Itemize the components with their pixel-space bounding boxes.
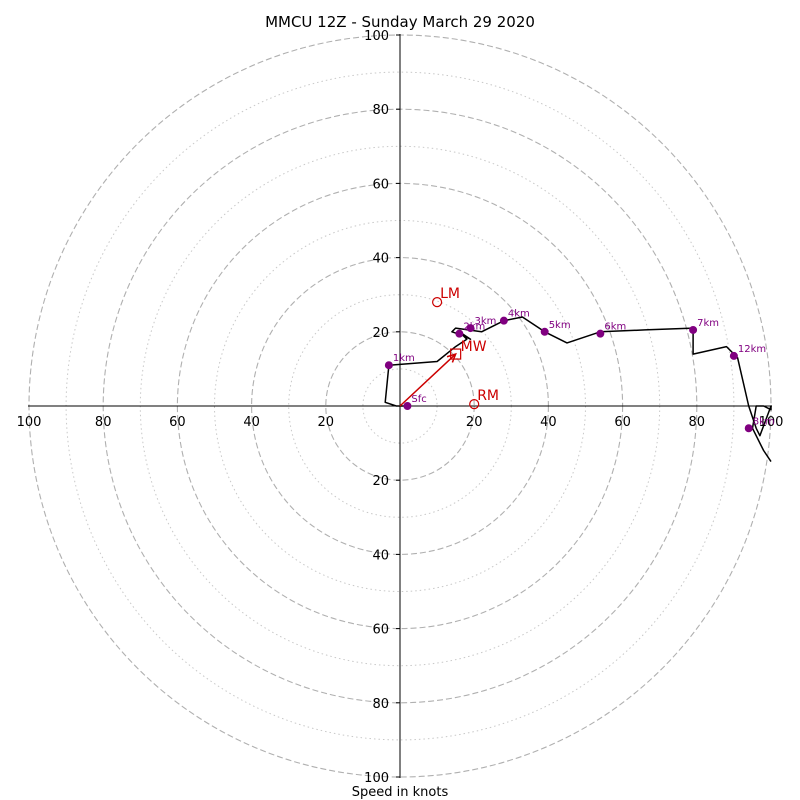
left-mover-marker — [432, 297, 443, 308]
hodograph-line — [384, 316, 772, 463]
x-tick-label: 40 — [243, 415, 260, 430]
x-tick-label: 100 — [17, 415, 42, 430]
y-tick-label: 100 — [364, 29, 389, 44]
storm-motion-vector — [399, 353, 457, 407]
right-mover-label: RM — [477, 388, 499, 404]
x-tick-label: 60 — [169, 415, 186, 430]
height-marker-label: 7km — [697, 318, 719, 329]
x-tick-label: 80 — [95, 415, 112, 430]
height-marker-dot — [729, 351, 738, 360]
y-tick-labels: 100 80 60 40 20 20 40 60 80 100 — [364, 29, 400, 786]
height-markers: Sfc1km2km3km4km5km6km7km8km12km — [384, 309, 775, 433]
mean-wind-marker — [450, 348, 462, 360]
height-marker-dot — [596, 329, 605, 338]
x-tick-label: 20 — [466, 415, 483, 430]
height-marker-label: 8km — [753, 416, 775, 427]
y-tick-label: 80 — [372, 103, 389, 118]
y-tick-label: 100 — [364, 771, 389, 786]
x-tick-label: 60 — [614, 415, 631, 430]
height-marker-dot — [499, 316, 508, 325]
height-marker-dot — [540, 327, 549, 336]
height-marker-label: 6km — [604, 322, 626, 333]
height-marker-label: 1km — [393, 353, 415, 364]
height-marker-dot — [384, 361, 393, 370]
chart-title: MMCU 12Z - Sunday March 29 2020 — [265, 13, 535, 31]
y-tick-label: 40 — [372, 548, 389, 563]
left-mover-label: LM — [440, 286, 460, 302]
y-tick-label: 20 — [372, 326, 389, 341]
height-marker-label: 5km — [549, 320, 571, 331]
y-tick-label: 40 — [372, 252, 389, 267]
storm-motion-markers: MW LM RM — [399, 286, 499, 410]
hodograph-trace — [384, 316, 772, 463]
y-tick-label: 60 — [372, 623, 389, 638]
height-marker-dot — [466, 324, 475, 333]
x-tick-label: 20 — [318, 415, 335, 430]
height-marker-label: 3km — [474, 316, 496, 327]
mean-wind-label: MW — [461, 339, 487, 355]
right-mover-marker — [469, 399, 480, 410]
x-tick-label: 80 — [689, 415, 706, 430]
height-marker-dot — [403, 402, 412, 410]
height-marker-label: Sfc — [411, 394, 426, 405]
x-tick-label: 40 — [540, 415, 557, 430]
height-marker-dot — [744, 424, 753, 433]
height-marker-label: 12km — [738, 344, 766, 355]
x-axis-label: Speed in knots — [352, 785, 449, 800]
x-tick-labels: 100 80 60 40 20 20 40 60 80 100 — [17, 415, 784, 430]
y-tick-label: 80 — [372, 697, 389, 712]
y-tick-label: 60 — [372, 177, 389, 192]
x-tick-label: 100 — [759, 415, 784, 430]
height-marker-dot — [455, 329, 464, 338]
y-tick-label: 20 — [372, 474, 389, 489]
height-marker-dot — [689, 325, 698, 334]
height-marker-label: 4km — [508, 309, 530, 320]
